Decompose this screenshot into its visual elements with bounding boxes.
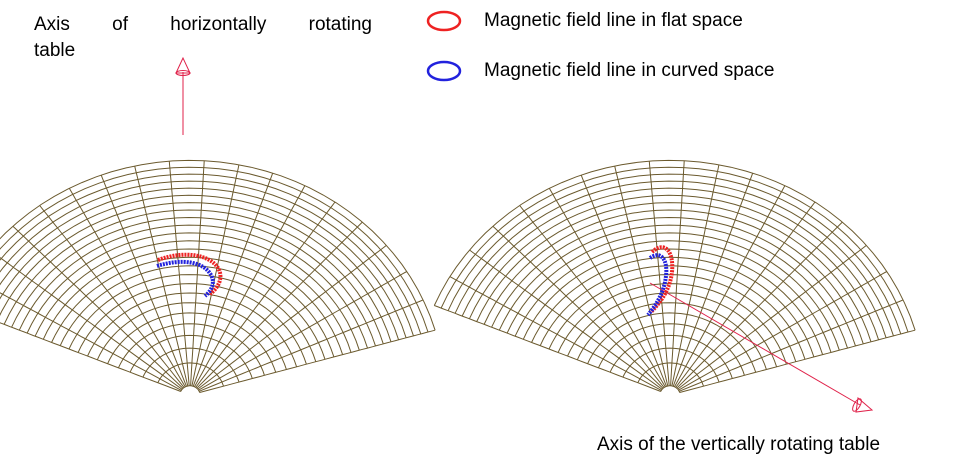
mesh-line (677, 245, 867, 390)
horizontal-table-axis-word: horizontally (170, 14, 267, 35)
red-ring-icon (426, 10, 462, 32)
mesh-line (676, 221, 843, 389)
mesh-line (449, 276, 662, 391)
legend-label-flat-space: Magnetic field line in flat space (484, 10, 743, 31)
horizontal-table-axis-label: Axis of horizontally rotating table (34, 12, 372, 64)
vertical-table-axis-label: Axis of the vertically rotating table (597, 434, 881, 455)
mesh-line (469, 249, 663, 390)
vertical-table-axis-arrow-icon (852, 397, 874, 413)
mesh-line (674, 185, 786, 388)
mesh-line (434, 305, 661, 392)
mesh-line (0, 166, 429, 333)
mesh-line (191, 164, 240, 387)
mesh-line (678, 271, 888, 391)
mesh-line (0, 194, 400, 340)
mesh-line (0, 256, 183, 390)
horizontal-table-axis-arrow-icon (175, 56, 191, 76)
horizontal-table-axis-label-line2: table (34, 40, 76, 61)
flat-field-line-left (157, 252, 223, 296)
mesh-line (194, 185, 306, 388)
mesh-line (39, 205, 185, 388)
mesh-line (192, 172, 274, 387)
mesh-line (26, 232, 360, 351)
curved-space-mesh-right (433, 159, 916, 393)
mesh-line (506, 232, 840, 351)
mesh-line (11, 216, 376, 347)
blue-ring-icon (426, 60, 462, 82)
curved-field-line-right (646, 253, 669, 317)
mesh-line (190, 160, 205, 386)
mesh-line (197, 245, 387, 390)
mesh-line (648, 161, 670, 386)
mesh-line (199, 329, 436, 393)
mesh-line (679, 329, 916, 393)
legend-label-curved-space: Magnetic field line in curved space (484, 60, 775, 81)
mesh-line (672, 172, 754, 387)
legend-item-flat-space: Magnetic field line in flat space (426, 10, 743, 32)
mesh-line (198, 299, 424, 392)
mesh-line (168, 161, 190, 386)
mesh-line (198, 271, 408, 391)
mesh-line (100, 174, 187, 387)
flat-field-line-right (649, 245, 675, 314)
curved-space-mesh-left (0, 159, 436, 393)
mesh-line (519, 205, 665, 388)
mesh-line (678, 299, 904, 392)
curved-field-line-left (156, 259, 215, 298)
mesh-line (0, 322, 181, 392)
horizontal-table-axis-word: Axis (34, 14, 70, 35)
mesh-line (68, 188, 186, 388)
mesh-line (0, 202, 392, 342)
mesh-line (433, 159, 916, 331)
mesh-line (195, 201, 336, 388)
vertical-table-axis-line (649, 282, 861, 406)
horizontal-table-axis-word: of (112, 14, 129, 35)
mesh-line (675, 201, 816, 388)
mesh-line (134, 165, 189, 387)
mesh-line (491, 216, 856, 347)
mesh-line (12, 225, 184, 389)
mesh-line (0, 292, 182, 391)
mesh-line (548, 188, 666, 388)
mesh-line (0, 173, 422, 335)
legend-item-curved-space: Magnetic field line in curved space (426, 60, 774, 82)
mesh-line (614, 165, 669, 387)
horizontal-table-axis-word: rotating (308, 14, 372, 35)
mesh-line (671, 164, 720, 387)
mesh-line (196, 221, 363, 389)
mesh-line (492, 225, 664, 389)
mesh-line (670, 160, 685, 386)
mesh-line (580, 174, 667, 387)
